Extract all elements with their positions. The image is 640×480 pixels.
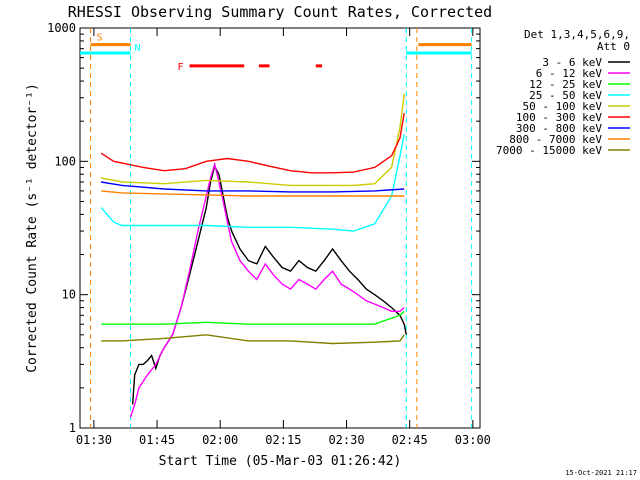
series-line-0 [131, 164, 407, 405]
x-tick-label-2: 02:00 [202, 433, 238, 447]
series-line-1 [129, 161, 405, 418]
x-tick-label-5: 02:45 [392, 433, 428, 447]
series-line-7 [101, 190, 405, 197]
series-line-5 [100, 112, 405, 174]
series-line-4 [100, 93, 405, 187]
legend-label-1: 6 - 12 keV [536, 67, 603, 80]
y-tick-label-1: 10 [62, 288, 76, 302]
x-tick-label-0: 01:30 [76, 433, 112, 447]
legend-header-line-1: Det 1,3,4,5,6,9, [524, 28, 630, 41]
x-axis-label: Start Time (05-Mar-03 01:26:42) [159, 454, 402, 469]
footer-timestamp: 15-Oct-2021 21:17 [565, 469, 637, 477]
saa-label: S [97, 33, 103, 44]
y-axis-label: Corrected Count Rate (s⁻¹ detector⁻¹) [25, 83, 40, 373]
legend-label-2: 12 - 25 keV [529, 78, 602, 91]
legend-label-3: 25 - 50 keV [529, 89, 602, 102]
legend-label-6: 300 - 800 keV [516, 122, 602, 135]
plot-frame [79, 27, 481, 429]
x-tick-label-4: 02:30 [328, 433, 364, 447]
axes: 01:30 01:45 02:00 02:15 02:30 02:45 03:00 1 10 10… [47, 21, 491, 447]
legend-label-0: 3 - 6 keV [542, 56, 602, 69]
y-tick-label-3: 1000 [47, 21, 76, 35]
legend-label-8: 7000 - 15000 keV [496, 144, 602, 157]
y-tick-label-0: 1 [69, 421, 76, 435]
night-label: N [135, 43, 141, 54]
flare-label: F [177, 62, 183, 73]
y-tick-label-2: 100 [54, 154, 76, 168]
legend-label-5: 100 - 300 keV [516, 111, 602, 124]
x-tick-label-1: 01:45 [139, 433, 175, 447]
legend-header-line-2: Att 0 [597, 40, 630, 53]
series-line-8 [101, 334, 405, 345]
legend-label-4: 50 - 100 keV [523, 100, 603, 113]
legend-label-7: 800 - 7000 keV [509, 133, 602, 146]
series-line-6 [100, 181, 405, 193]
chart-title: RHESSI Observing Summary Count Rates, Co… [68, 3, 492, 21]
x-tick-label-3: 02:15 [265, 433, 301, 447]
x-tick-label-6: 03:00 [455, 433, 491, 447]
series-line-2 [101, 310, 405, 325]
plot-area: S N F [80, 28, 473, 428]
